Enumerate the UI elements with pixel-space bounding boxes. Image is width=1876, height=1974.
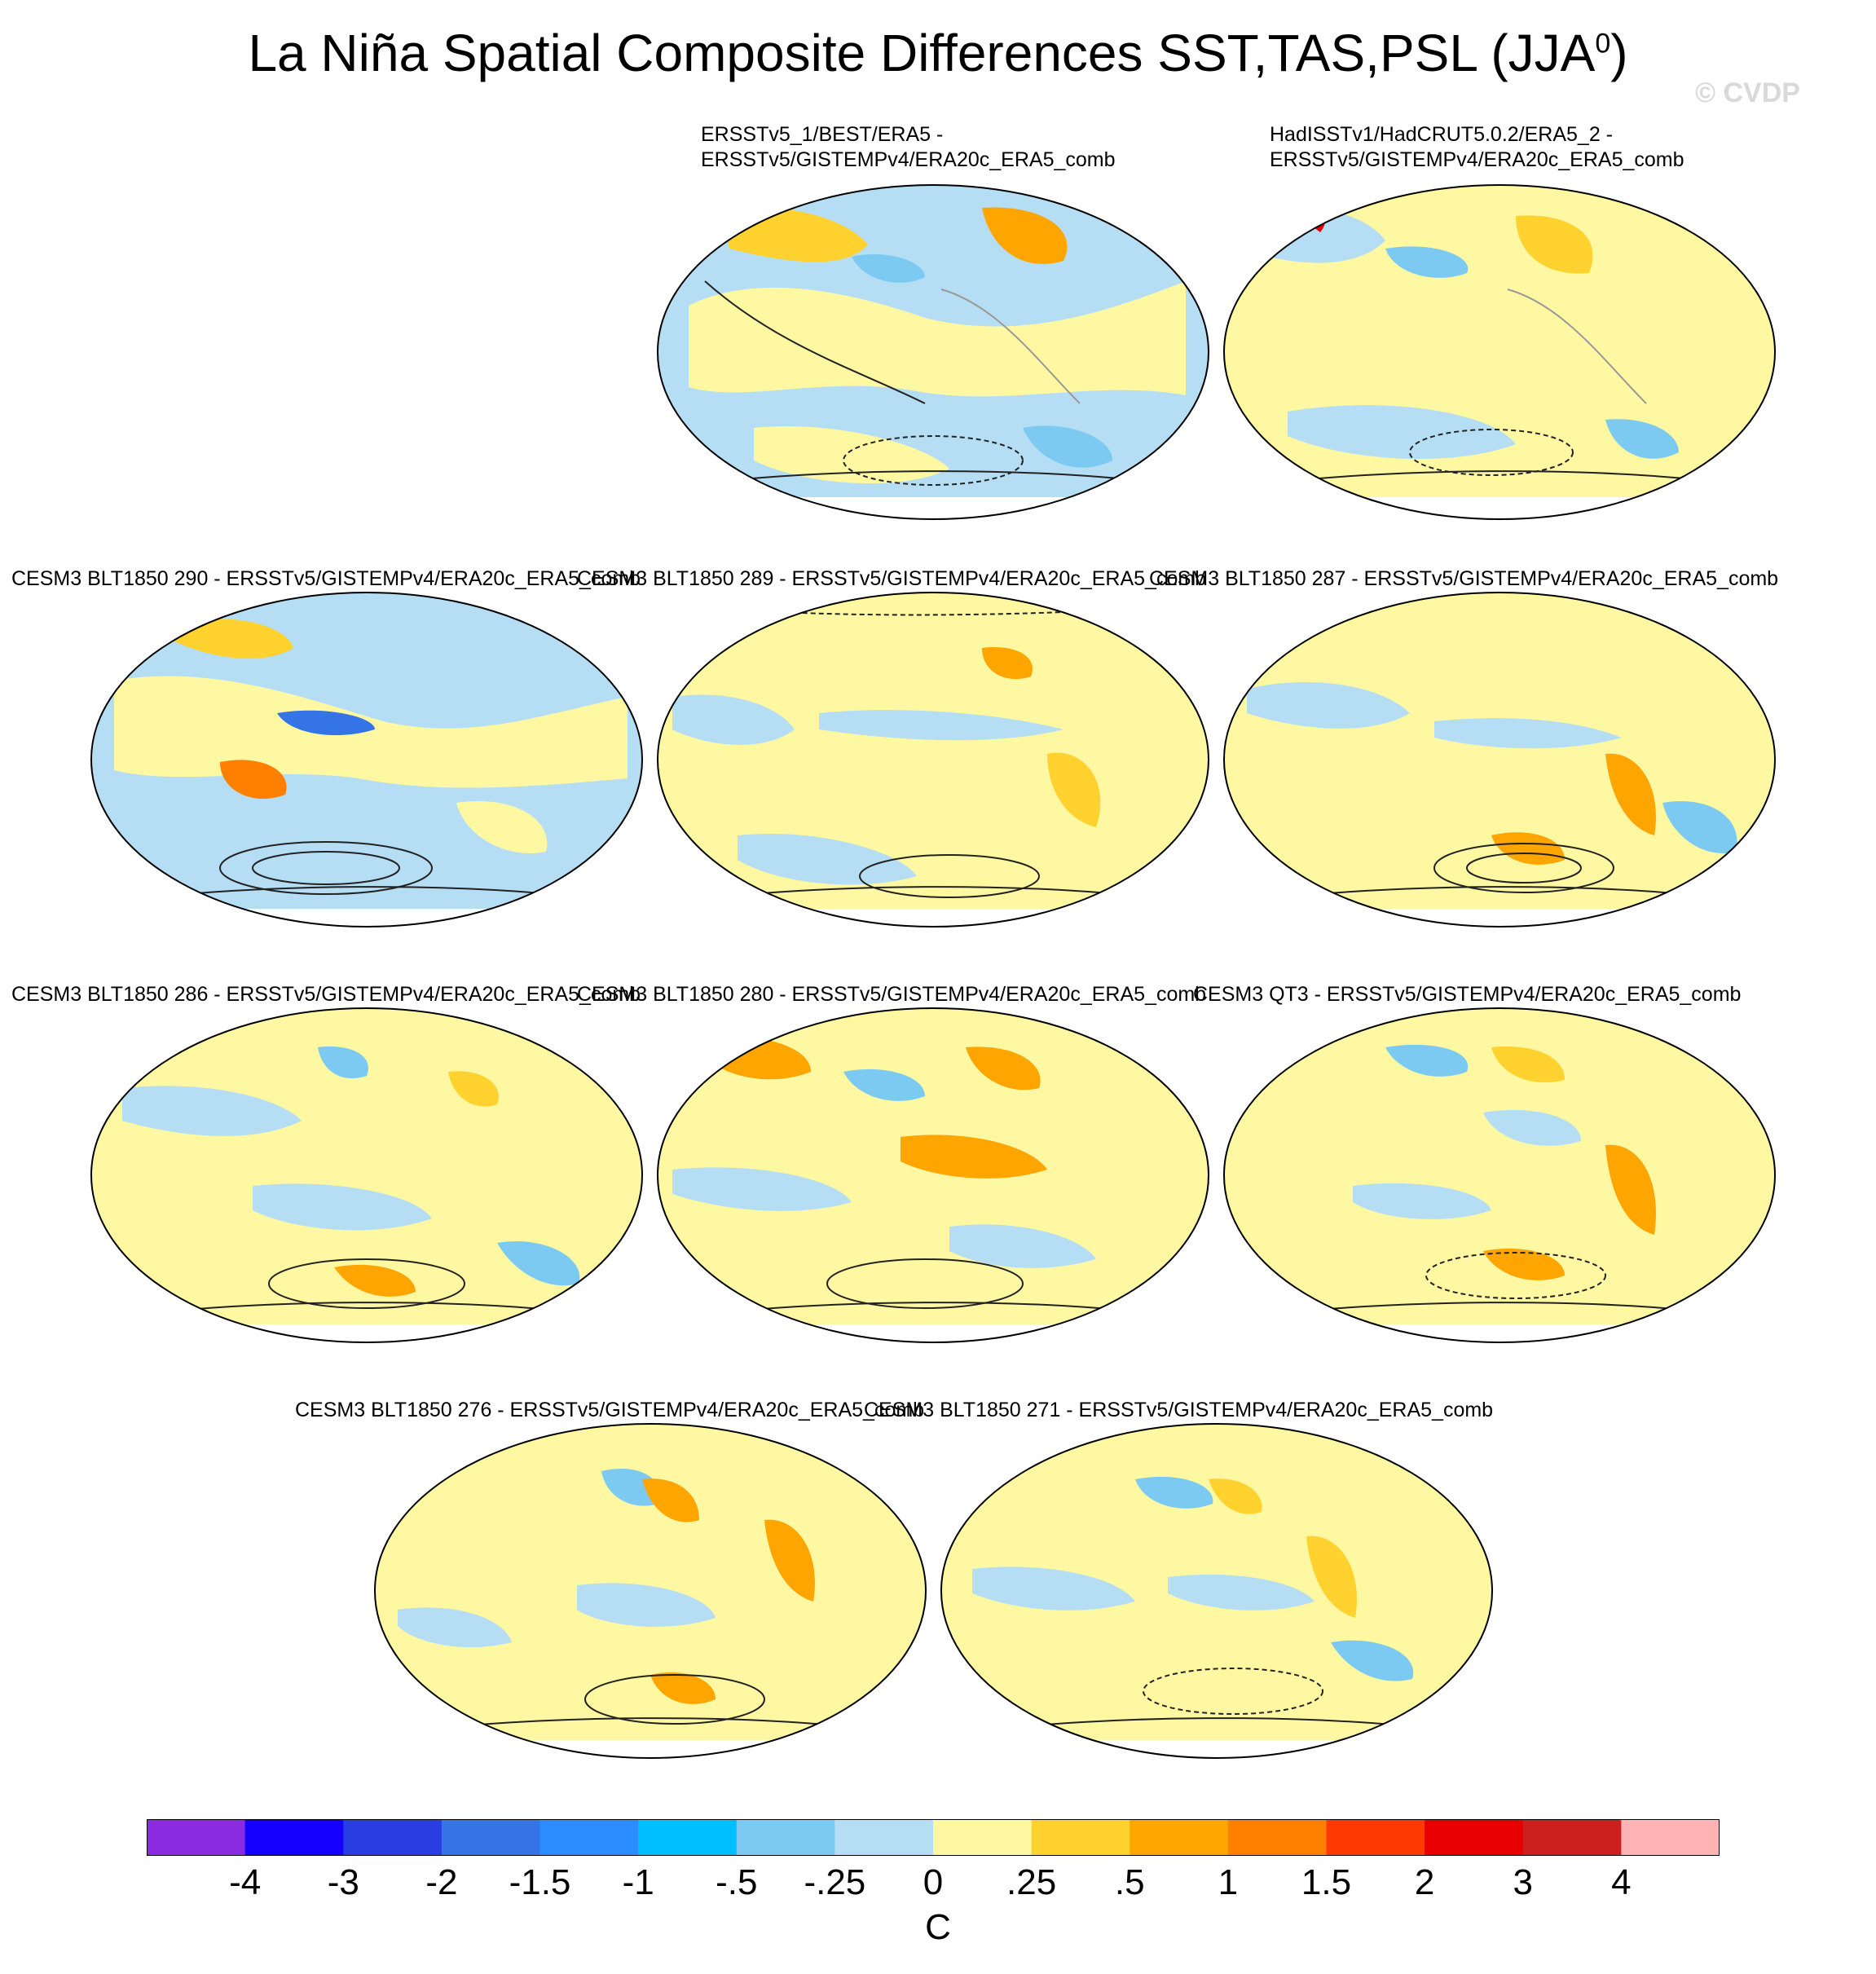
map-panel-10 xyxy=(940,1423,1493,1759)
map-panel-9 xyxy=(374,1423,927,1759)
colorbar-swatch xyxy=(1227,1819,1328,1856)
colorbar-swatch xyxy=(441,1819,541,1856)
panel-10-title: CESM3 BLT1850 271 - ERSSTv5/GISTEMPv4/ER… xyxy=(864,1399,1494,1421)
map-panel-5 xyxy=(1223,592,1776,928)
colorbar-swatch xyxy=(933,1819,1033,1856)
colorbar-tick-label: -1 xyxy=(622,1862,654,1902)
colorbar-swatch xyxy=(835,1819,934,1856)
colorbar-tick-labels: -4 -3 -2 -1.5 -1 -.5 -.25 0 .25 .5 1 1.5 2 3 4 xyxy=(0,1862,1876,1911)
map-panel-3 xyxy=(90,592,643,928)
map-panel-6 xyxy=(90,1007,643,1343)
colorbar-unit: C xyxy=(925,1907,951,1947)
panel-8-title: CESM3 QT3 - ERSSTv5/GISTEMPv4/ERA20c_ERA… xyxy=(1193,983,1742,1006)
colorbar-tick-label: 1.5 xyxy=(1301,1862,1352,1902)
colorbar-swatch xyxy=(343,1819,443,1856)
cvdp-watermark: © CVDP xyxy=(1695,77,1800,108)
colorbar-swatch xyxy=(638,1819,738,1856)
colorbar-tick-label: -3 xyxy=(327,1862,359,1902)
colorbar-tick-label: -.5 xyxy=(716,1862,758,1902)
colorbar-swatch xyxy=(1031,1819,1130,1856)
colorbar-tick-label: -2 xyxy=(425,1862,458,1902)
colorbar-tick-label: -1.5 xyxy=(509,1862,571,1902)
colorbar-swatch xyxy=(1130,1819,1229,1856)
panel-2-title: HadISSTv1/HadCRUT5.0.2/ERA5_2 - ERSSTv5/G… xyxy=(1270,123,1684,171)
colorbar-swatch xyxy=(147,1819,246,1856)
panel-9-title: CESM3 BLT1850 276 - ERSSTv5/GISTEMPv4/ER… xyxy=(295,1399,925,1421)
colorbar-tick-label: 1 xyxy=(1218,1862,1239,1902)
panel-3-title: CESM3 BLT1850 290 - ERSSTv5/GISTEMPv4/ER… xyxy=(11,567,641,590)
panel-4-title: CESM3 BLT1850 289 - ERSSTv5/GISTEMPv4/ER… xyxy=(577,567,1207,590)
colorbar-swatch xyxy=(1326,1819,1425,1856)
colorbar-swatch xyxy=(1425,1819,1524,1856)
colorbar-swatch xyxy=(1522,1819,1622,1856)
map-panel-2 xyxy=(1223,184,1776,520)
colorbar-swatch xyxy=(736,1819,835,1856)
colorbar-tick-label: 2 xyxy=(1414,1862,1435,1902)
colorbar-swatch xyxy=(539,1819,639,1856)
colorbar xyxy=(147,1819,1720,1856)
panel-7-title: CESM3 BLT1850 280 - ERSSTv5/GISTEMPv4/ER… xyxy=(577,983,1207,1006)
panel-6-title: CESM3 BLT1850 286 - ERSSTv5/GISTEMPv4/ER… xyxy=(11,983,641,1006)
map-panel-4 xyxy=(657,592,1209,928)
map-panel-7 xyxy=(657,1007,1209,1343)
map-panel-8 xyxy=(1223,1007,1776,1343)
colorbar-tick-label: -.25 xyxy=(804,1862,866,1902)
colorbar-tick-label: -4 xyxy=(229,1862,262,1902)
map-panel-1 xyxy=(657,184,1209,520)
colorbar-tick-label: .5 xyxy=(1114,1862,1145,1902)
colorbar-tick-label: 3 xyxy=(1513,1862,1533,1902)
colorbar-swatch xyxy=(244,1819,344,1856)
panel-1-title: ERSSTv5_1/BEST/ERA5 - ERSSTv5/GISTEMPv4/E… xyxy=(701,123,1116,171)
colorbar-tick-label: 4 xyxy=(1611,1862,1632,1902)
colorbar-tick-label: .25 xyxy=(1006,1862,1057,1902)
panel-5-title: CESM3 BLT1850 287 - ERSSTv5/GISTEMPv4/ER… xyxy=(1149,567,1779,590)
colorbar-swatch xyxy=(1621,1819,1720,1856)
colorbar-tick-label: 0 xyxy=(923,1862,944,1902)
colorbar-outline xyxy=(147,1819,1720,1856)
figure-title: La Niña Spatial Composite Differences SS… xyxy=(248,24,1628,82)
